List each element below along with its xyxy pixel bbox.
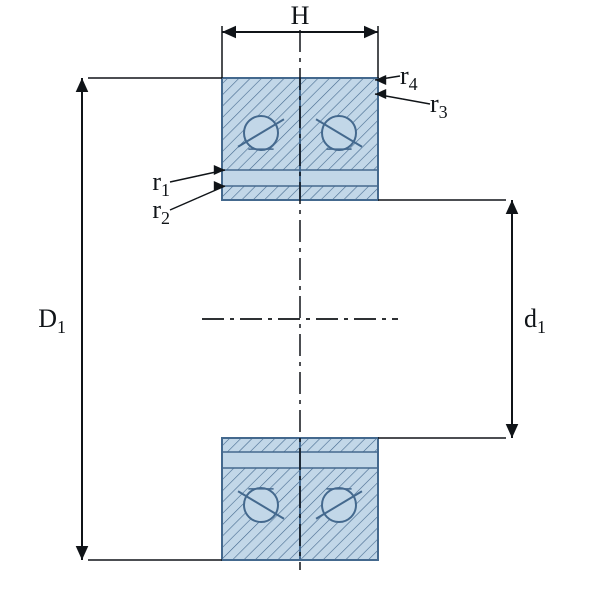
- bearing-cross-section-diagram: HD1d1r1r2r4r3: [0, 0, 600, 600]
- dim-label-H: H: [291, 1, 310, 30]
- dim-label-D1: D1: [38, 304, 66, 337]
- dim-label-r4: r4: [400, 61, 418, 94]
- dim-label-d1: d1: [524, 304, 546, 337]
- dim-label-r3: r3: [430, 89, 448, 122]
